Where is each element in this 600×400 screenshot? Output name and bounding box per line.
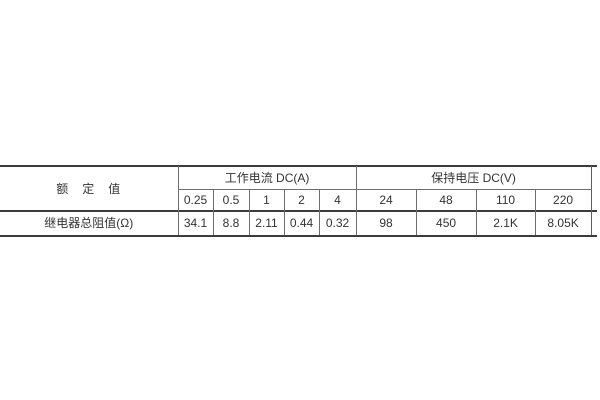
rating-value-cell: 1: [249, 189, 285, 210]
rating-value-cell: 2: [284, 189, 320, 210]
rating-value-cell: 24: [356, 189, 417, 210]
rating-value-cell: 4: [319, 189, 357, 210]
resistance-value-cell: 0.32: [319, 210, 357, 235]
holding-voltage-header-cell: 保持电压 DC(V): [356, 166, 592, 190]
rating-value-cell: 0.5: [213, 189, 250, 210]
relay-resistance-table: 额 定 值 工作电流 DC(A) 保持电压 DC(V) 0.25 0.5 1 2…: [0, 166, 592, 235]
working-current-header-cell: 工作电流 DC(A): [178, 166, 357, 190]
rated-value-header-cell: 额 定 值: [0, 166, 179, 210]
resistance-label-cell: 继电器总阻值(Ω): [0, 210, 179, 235]
rating-value-cell: 220: [535, 189, 592, 210]
resistance-row: 继电器总阻值(Ω) 34.1 8.8 2.11 0.44 0.32 98 450…: [0, 210, 592, 235]
resistance-value-cell: 8.8: [213, 210, 250, 235]
resistance-value-cell: 8.05K: [535, 210, 592, 235]
resistance-value-cell: 2.1K: [476, 210, 536, 235]
rating-value-cell: 48: [416, 189, 477, 210]
resistance-value-cell: 2.11: [249, 210, 285, 235]
table-bottom-rule: [0, 234, 597, 237]
resistance-value-cell: 0.44: [284, 210, 320, 235]
group-header-row: 额 定 值 工作电流 DC(A) 保持电压 DC(V): [0, 166, 592, 210]
rating-value-cell: 0.25: [178, 189, 214, 210]
rating-values-row: 0.25 0.5 1 2 4 24 48 110 220: [0, 189, 592, 210]
resistance-value-cell: 34.1: [178, 210, 214, 235]
resistance-value-cell: 98: [356, 210, 417, 235]
rating-value-cell: 110: [476, 189, 536, 210]
resistance-value-cell: 450: [416, 210, 477, 235]
